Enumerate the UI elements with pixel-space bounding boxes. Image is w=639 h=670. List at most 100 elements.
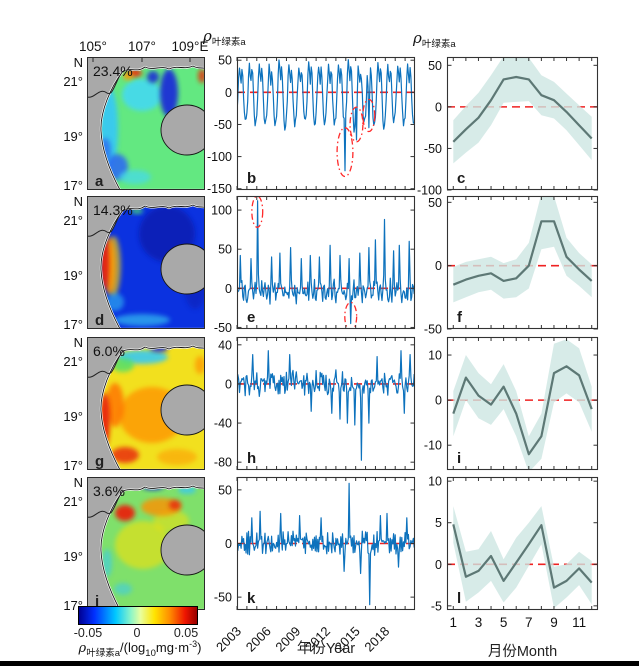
series-group (452, 339, 593, 470)
chlorophyll-patch (111, 447, 139, 463)
y-tick-label: 50 (218, 483, 232, 497)
anomaly-ellipse (349, 106, 364, 143)
hainan-island (160, 384, 205, 436)
panel-letter: f (457, 309, 463, 326)
lat-tick-label: 17° (63, 178, 83, 193)
lat-tick-label: 19° (63, 549, 83, 564)
y-tick-label: 0 (225, 377, 232, 391)
map-frame (87, 337, 205, 470)
chl-subscript: 叶绿素a (421, 39, 456, 50)
month-tick-label: 5 (500, 615, 508, 630)
panel-letter: l (457, 590, 461, 607)
map-panel-d: 14.3% d (87, 196, 205, 329)
map-panel-a: 23.4% a (87, 57, 205, 190)
sea-area (100, 486, 205, 610)
lat-tick-label: 19° (63, 129, 83, 144)
year-axis-title: 年份Year (296, 641, 356, 657)
series-group (237, 482, 415, 606)
lat-tick-label: 21° (63, 354, 83, 369)
mid-column-title: ρ叶绿素a (203, 27, 246, 48)
chlorophyll-patch (195, 356, 205, 374)
lat-tick-label: 19° (63, 409, 83, 424)
chlorophyll-patch (106, 383, 124, 427)
hainan-island (160, 524, 205, 576)
lon-tick-label: 107° (128, 39, 156, 54)
map-frame (87, 57, 205, 190)
colorbar-tick-neg: -0.05 (73, 626, 103, 640)
y-tick-label: -5 (431, 599, 442, 613)
month-tick-label: 9 (550, 615, 558, 630)
log-base: 10 (145, 648, 156, 659)
y-tick-label: 50 (428, 59, 442, 73)
panel-letter: c (457, 170, 465, 187)
lat-tick-label: N (74, 55, 83, 70)
lat-tick-label: 21° (63, 494, 83, 509)
series-group (237, 350, 415, 461)
colorbar-tick-zero: 0 (133, 626, 141, 640)
y-tick-label: -50 (424, 142, 442, 156)
lon-tick-label: 105° (79, 39, 107, 54)
lat-tick-label: 19° (63, 268, 83, 283)
climatology-line (452, 524, 593, 589)
chl-subscript: 叶绿素a (211, 37, 246, 48)
confidence-band (453, 506, 592, 609)
y-tick-label: 50 (218, 243, 232, 257)
panel-letter: g (95, 453, 104, 470)
chlorophyll-patch (147, 71, 159, 83)
land-border-line (87, 490, 124, 518)
y-tick-label: -150 (207, 182, 232, 196)
lon-tick-label: 109°E (172, 39, 209, 54)
y-tick-label: 0 (435, 259, 442, 273)
percent-label: 14.3% (93, 202, 133, 218)
chl-subscript: 叶绿素a (86, 648, 120, 659)
map-panel-g: 6.0% g (87, 337, 205, 470)
anomaly-ellipse (362, 98, 376, 133)
y-tick-label: 0 (225, 537, 232, 551)
anomaly-ellipse (344, 301, 358, 329)
series-group (237, 59, 415, 178)
panel-letter: i (457, 450, 461, 467)
plot-background (237, 57, 415, 190)
y-tick-label: 40 (218, 338, 232, 352)
y-tick-label: 50 (428, 196, 442, 210)
lat-tick-label: N (74, 335, 83, 350)
timeseries-line (237, 482, 415, 606)
unit-exponent: -3 (189, 639, 198, 649)
panel-letter: k (247, 590, 256, 607)
rho-symbol: ρ (203, 27, 212, 45)
chlorophyll-patch (160, 69, 178, 117)
climatology-line (452, 365, 593, 456)
chlorophyll-patch (119, 170, 151, 184)
y-tick-label: -50 (214, 591, 232, 605)
lat-tick-label: 17° (63, 317, 83, 332)
month-tick-label: 3 (475, 615, 483, 630)
lat-tick-label: 21° (63, 213, 83, 228)
confidence-band (453, 196, 592, 303)
plot-frame (446, 476, 599, 611)
y-tick-label: 0 (435, 394, 442, 408)
lat-tick-label: 17° (63, 458, 83, 473)
lat-tick-label: 21° (63, 74, 83, 89)
coastline (100, 345, 205, 470)
panel-letter: h (247, 450, 256, 467)
plot-frame (446, 195, 599, 330)
month-tick-label: 7 (525, 615, 533, 630)
chart-panel-h: 40 0 -40 -80 h (214, 336, 416, 471)
map-frame (87, 196, 205, 329)
y-tick-label: 0 (435, 100, 442, 114)
chart-panel-b: 50 0 -50 -100 -150 b (207, 54, 416, 196)
confidence-band (453, 57, 592, 164)
chlorophyll-patch (157, 449, 197, 465)
panel-letter: j (94, 593, 99, 610)
percent-label: 3.6% (93, 483, 125, 499)
y-tick-label: -10 (424, 439, 442, 453)
y-tick-label: 100 (211, 204, 232, 218)
chlorophyll-patch (115, 505, 135, 521)
coastline (100, 485, 205, 610)
series-group (452, 196, 593, 303)
series-group (452, 57, 593, 164)
y-tick-label: 0 (435, 558, 442, 572)
hainan-island (160, 243, 205, 295)
anomaly-ellipse (251, 196, 264, 228)
